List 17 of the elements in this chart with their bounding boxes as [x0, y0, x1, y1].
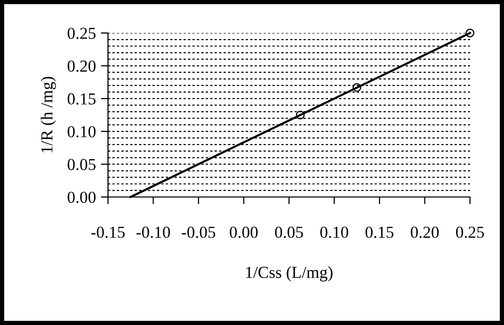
x-tick-label: 0.00: [230, 226, 258, 238]
x-tick-label: 0.25: [456, 226, 484, 238]
y-tick-label: 0.20: [68, 60, 96, 72]
y-tick-label: 0.10: [68, 126, 96, 138]
y-tick-label: 0.05: [68, 158, 96, 170]
y-tick-label: 0.00: [68, 192, 96, 204]
x-tick-label: 0.10: [320, 226, 348, 238]
y-tick-label: 0.15: [68, 93, 96, 105]
x-tick-label: 0.20: [410, 226, 439, 238]
x-tick-label: 0.15: [366, 226, 394, 238]
y-tick-label: 0.25: [68, 28, 96, 40]
x-axis-title: 1/Css (L/mg): [246, 266, 332, 282]
x-tick-label: -0.05: [182, 226, 216, 238]
x-tick-label: -0.15: [91, 226, 125, 238]
x-tick-label: -0.10: [136, 226, 170, 238]
y-axis-title: 1/R (h /mg): [40, 76, 56, 152]
x-tick-label: 0.05: [275, 226, 303, 238]
